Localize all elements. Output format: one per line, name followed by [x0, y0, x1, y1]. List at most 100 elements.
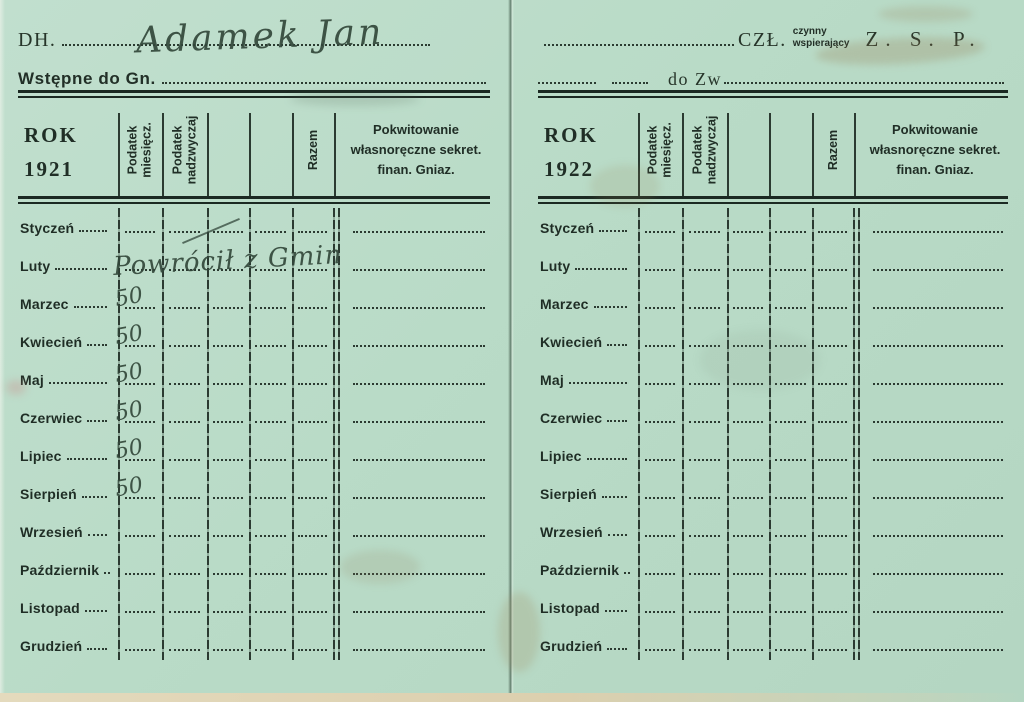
month-label: Maj	[20, 372, 44, 388]
dotted-line	[733, 649, 763, 651]
receipt-cell	[343, 345, 490, 358]
dotted-cell	[812, 421, 853, 434]
dotted-line	[873, 383, 1003, 385]
dotted-line	[644, 649, 676, 651]
dotted-line	[168, 231, 201, 233]
dotted-line	[733, 497, 763, 499]
table-row: Czerwiec	[18, 396, 490, 434]
rok-text: ROK	[24, 123, 78, 147]
table-row: Marzec	[538, 282, 1008, 320]
dotted-line	[733, 383, 763, 385]
dotted-line	[255, 345, 286, 347]
dotted-line	[124, 649, 156, 651]
dotted-cell	[118, 573, 162, 586]
dotted-cell	[292, 345, 333, 358]
month-label: Marzec	[540, 296, 589, 312]
dotted-line	[255, 231, 286, 233]
dotted-line	[873, 573, 1003, 575]
dotted-cell	[162, 649, 207, 662]
receipt-cell	[863, 231, 1008, 244]
dotted-cell	[162, 383, 207, 396]
dotted-line	[168, 459, 201, 461]
dotted-line	[255, 649, 286, 651]
year-value: 1921	[24, 156, 74, 181]
handwritten-amount: 50	[113, 358, 145, 389]
dotted-line	[775, 497, 806, 499]
paper-edge-bottom	[0, 693, 1024, 702]
receipt-cell	[343, 573, 490, 586]
dotted-leader	[724, 82, 1004, 84]
month-label: Maj	[540, 372, 564, 388]
dotted-leader	[87, 648, 107, 650]
month-cell: Grudzień	[538, 639, 638, 662]
dotted-line	[298, 231, 327, 233]
table-row: Sierpień	[538, 472, 1008, 510]
table-row: Październik	[538, 548, 1008, 586]
dotted-cell	[118, 383, 162, 396]
dotted-line	[818, 611, 847, 613]
double-rule	[18, 90, 490, 98]
dotted-line	[298, 535, 327, 537]
dotted-line	[733, 421, 763, 423]
month-label: Grudzień	[540, 638, 603, 654]
dotted-cell	[812, 383, 853, 396]
receipt-cell	[343, 269, 490, 282]
table-row: Lipiec	[18, 434, 490, 472]
dotted-line	[644, 307, 676, 309]
month-label: Kwiecień	[20, 334, 83, 350]
column-divider	[292, 208, 294, 660]
month-cell: Lipiec	[18, 449, 118, 472]
dotted-cell	[118, 231, 162, 244]
dotted-line	[775, 269, 806, 271]
dotted-line	[873, 421, 1003, 423]
dotted-line	[168, 535, 201, 537]
dotted-cell	[727, 231, 769, 244]
dotted-line	[124, 345, 156, 347]
dotted-line	[168, 497, 201, 499]
dotted-leader	[586, 458, 627, 460]
dotted-cell	[769, 459, 812, 472]
dotted-leader	[607, 420, 627, 422]
dotted-line	[168, 573, 201, 575]
dotted-line	[124, 497, 156, 499]
dotted-cell	[162, 459, 207, 472]
double-rule	[538, 196, 1008, 204]
dotted-leader	[87, 534, 107, 536]
member-name-handwriting: Adamek Jan	[135, 11, 385, 62]
dotted-line	[873, 611, 1003, 613]
dotted-line	[255, 459, 286, 461]
dotted-line	[255, 497, 286, 499]
paper-edge-left	[0, 0, 5, 702]
month-cell: Styczeń	[538, 221, 638, 244]
dotted-leader	[48, 382, 107, 384]
receipt-cell	[343, 383, 490, 396]
dotted-cell	[638, 345, 682, 358]
dotted-line	[818, 459, 847, 461]
dotted-line	[688, 269, 721, 271]
dotted-leader	[66, 458, 107, 460]
dotted-line	[688, 421, 721, 423]
dotted-cell	[292, 231, 333, 244]
dotted-cell	[727, 535, 769, 548]
dotted-line	[733, 459, 763, 461]
dotted-cell	[727, 573, 769, 586]
column-divider	[118, 113, 120, 196]
column-divider	[812, 113, 814, 196]
rok-text: ROK	[544, 123, 598, 147]
dotted-line	[213, 611, 243, 613]
dotted-line	[213, 535, 243, 537]
table-row: Kwiecień	[538, 320, 1008, 358]
double-rule	[18, 196, 490, 204]
month-label: Październik	[540, 562, 620, 578]
dotted-line	[818, 573, 847, 575]
paper-stain	[878, 6, 973, 22]
dotted-leader	[79, 230, 107, 232]
dotted-cell	[727, 345, 769, 358]
dotted-cell	[769, 345, 812, 358]
dotted-cell	[207, 383, 249, 396]
handwritten-amount: 50	[113, 320, 145, 351]
dotted-line	[298, 345, 327, 347]
dotted-line	[213, 649, 243, 651]
dotted-line	[298, 573, 327, 575]
